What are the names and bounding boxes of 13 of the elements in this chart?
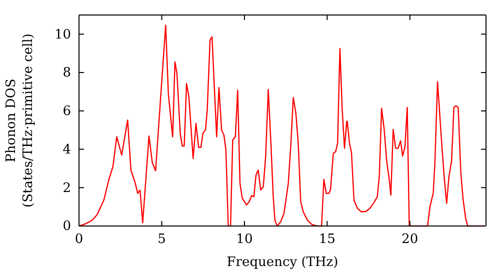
x-tick-label: 5 xyxy=(158,232,166,248)
y-tick-label: 0 xyxy=(62,219,71,234)
y-tick-label: 10 xyxy=(54,27,71,42)
y-tick-label: 8 xyxy=(62,66,71,81)
x-tick-label: 0 xyxy=(74,232,84,248)
y-tick-label: 2 xyxy=(62,180,71,196)
x-tick-label: 15 xyxy=(318,232,336,248)
y-tick-label: 6 xyxy=(62,104,71,120)
x-axis-title: Frequency (THz) xyxy=(226,255,338,270)
x-tick-label: 10 xyxy=(236,232,253,248)
y-axis-title: Phonon DOS (States/THz·primitive cell) xyxy=(4,33,36,208)
x-tick-label: 20 xyxy=(402,232,418,248)
y-tick-label: 4 xyxy=(62,142,71,158)
